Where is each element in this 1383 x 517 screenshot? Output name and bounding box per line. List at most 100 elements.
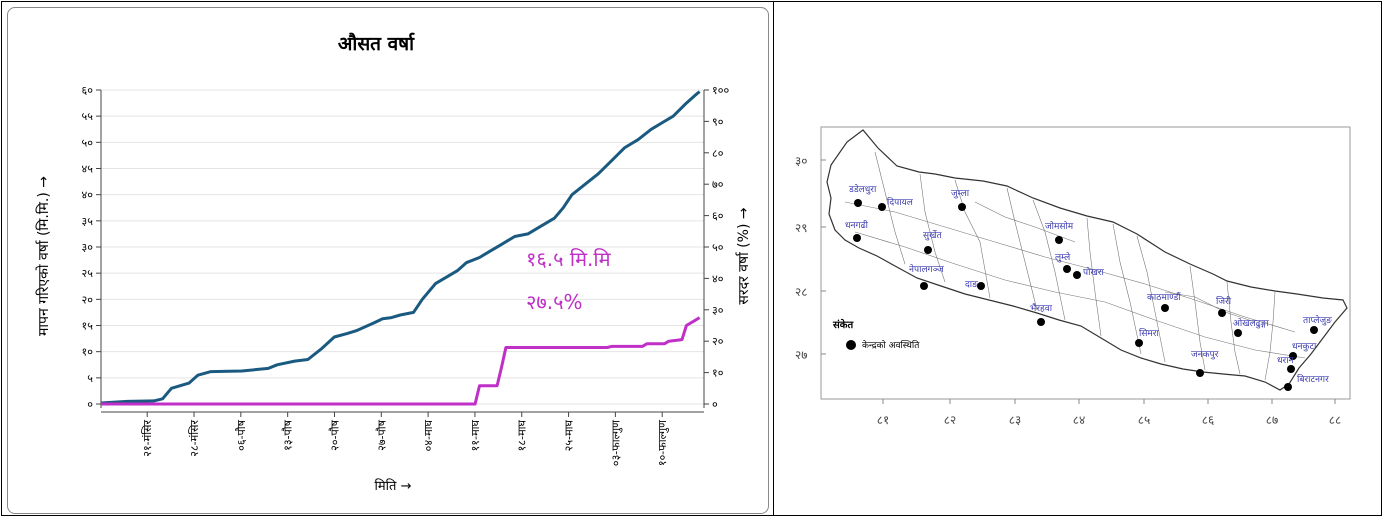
station-marker [1234, 329, 1242, 337]
y-right-tick-label: १०० [712, 84, 729, 97]
station-marker [1037, 318, 1045, 326]
lon-tick-label: ८५ [1138, 413, 1150, 427]
y-tick-label: ४० [82, 189, 94, 202]
lon-tick-label: ८८ [1329, 413, 1341, 427]
station-marker [1287, 365, 1295, 373]
station-marker [1218, 309, 1226, 317]
y-right-tick-label: ८० [712, 147, 724, 160]
district-boundary [1189, 265, 1206, 371]
district-boundaries [844, 151, 1306, 381]
x-axis-label: मिति → [375, 478, 412, 494]
series-line-percent [101, 316, 701, 406]
station-label: सुर्खेत [923, 229, 942, 241]
station-label: लुम्ले [1055, 251, 1071, 263]
station-marker [878, 203, 886, 211]
x-tick-label: १८-माघ [516, 420, 529, 452]
lat-tick-label: ३० [795, 154, 807, 168]
station-marker [977, 282, 985, 290]
station-label: धनकुटा [1292, 342, 1317, 352]
nepal-outline [826, 129, 1348, 391]
map-frame [820, 126, 1351, 400]
district-boundary [919, 173, 946, 283]
nepal-station-map: ३० २९ २८ २७ ८१ ८२ ८३ ८४ ८५ ८६ ८७ ८८ डडेलधुरा दिपायल ज… [795, 126, 1351, 427]
lon-tick-label: ८४ [1073, 413, 1085, 427]
chart-title: औसत वर्षा [338, 32, 415, 55]
district-boundary [1032, 199, 1066, 321]
x-tick-label: २०-पौष [328, 419, 341, 451]
station-label: धनगढी [845, 219, 869, 231]
station-label: ओखलढुङ्गा [1233, 317, 1269, 329]
y-axis-right-label: सरदर वर्षा (%) → [735, 207, 752, 304]
rainfall-chart-panel: ० ५ १० १५ २० २५ ३० ३५ ४० ४५ ५० ५५ ६० ० १० २० ३० ४० ५० ६० ७० ८… [7, 7, 769, 514]
y-tick-label: ४५ [82, 163, 94, 176]
y-axis-left-label: मापन गरिएको वर्षा (मि.मि.) → [35, 176, 52, 336]
y-tick-label: १५ [82, 320, 94, 333]
station-marker [1055, 236, 1063, 244]
station-label: ताप्लेजुङ [1303, 314, 1332, 326]
station-label: काठमाण्डौं [1147, 291, 1181, 303]
legend-item-label: केन्द्रको अवस्थिति [862, 339, 920, 351]
district-boundary [1086, 217, 1102, 337]
y-right-tick-label: २० [712, 335, 724, 348]
station-marker [1284, 383, 1292, 391]
y-right-tick-label: ४० [712, 272, 724, 285]
district-boundary [974, 201, 1076, 243]
station-marker [920, 282, 928, 290]
y-right-tick-label: १० [712, 367, 724, 380]
station-label: जोमसोम [1045, 220, 1074, 232]
x-tick-label: १३-पौष [282, 419, 295, 451]
x-tick-label: २५-माघ [563, 420, 576, 452]
lat-tick-label: २७ [795, 348, 807, 362]
annotation-mm: १६.५ मि.मि [526, 247, 612, 271]
y-tick-label: ३५ [82, 215, 94, 228]
y-right-tick-label: ३० [712, 304, 724, 317]
district-boundary [954, 179, 991, 299]
station-label: बिराटनगर [1297, 373, 1329, 385]
lat-tick-label: २८ [795, 285, 807, 299]
x-tick-label: ०६-पौष [235, 419, 248, 451]
station-marker [958, 203, 966, 211]
y-right-tick-label: ७० [712, 178, 724, 191]
x-tick-label: ०३-फाल्गुण [609, 419, 622, 466]
panel-divider [773, 1, 774, 516]
y-right-tick-label: ६० [712, 210, 724, 223]
district-boundary [844, 201, 1296, 333]
station-marker [1135, 339, 1143, 347]
district-boundary [1164, 291, 1256, 323]
station-label: जुम्ला [951, 189, 970, 199]
station-label: जिरी [1216, 295, 1232, 307]
station-marker [854, 199, 862, 207]
x-tick-label: ०४-माघ [422, 420, 435, 452]
station-label: दाङ [965, 280, 978, 290]
y-right-tick-label: ५० [712, 241, 724, 254]
x-tick-label: २७-पौष [375, 419, 388, 451]
station-map-panel: ३० २९ २८ २७ ८१ ८२ ८३ ८४ ८५ ८६ ८७ ८८ डडेलधुरा दिपायल ज… [775, 2, 1379, 515]
y-tick-label: ५० [82, 136, 94, 149]
station-marker [1063, 265, 1071, 273]
district-boundary [874, 151, 906, 265]
x-tick-label: २८-मंसिर [188, 420, 201, 457]
lon-tick-label: ८६ [1202, 413, 1214, 427]
station-marker [1196, 369, 1204, 377]
station-label: जनकपुर [1191, 350, 1219, 360]
rainfall-chart: ० ५ १० १५ २० २५ ३० ३५ ४० ४५ ५० ५५ ६० ० १० २० ३० ४० ५० ६० ७० ८… [35, 32, 752, 494]
station-marker [924, 246, 932, 254]
y-tick-label: २५ [82, 267, 94, 280]
x-tick-label: २१-मंसिर [141, 420, 154, 457]
station-label: डडेलधुरा [848, 183, 877, 195]
district-boundary [1136, 235, 1166, 363]
y-tick-label: १० [82, 346, 94, 359]
district-boundary [1226, 281, 1241, 375]
station-marker [1073, 271, 1081, 279]
station-marker [1161, 304, 1169, 312]
y-tick-label: २० [82, 293, 94, 306]
legend-marker [846, 340, 856, 350]
lon-tick-label: ८३ [1009, 413, 1021, 427]
lat-tick-label: २९ [795, 221, 807, 235]
y-tick-label: ६० [82, 84, 94, 97]
station-marker [1289, 352, 1297, 360]
lon-tick-label: ८७ [1266, 413, 1278, 427]
station-marker [1310, 326, 1318, 334]
district-boundary [1112, 223, 1142, 355]
